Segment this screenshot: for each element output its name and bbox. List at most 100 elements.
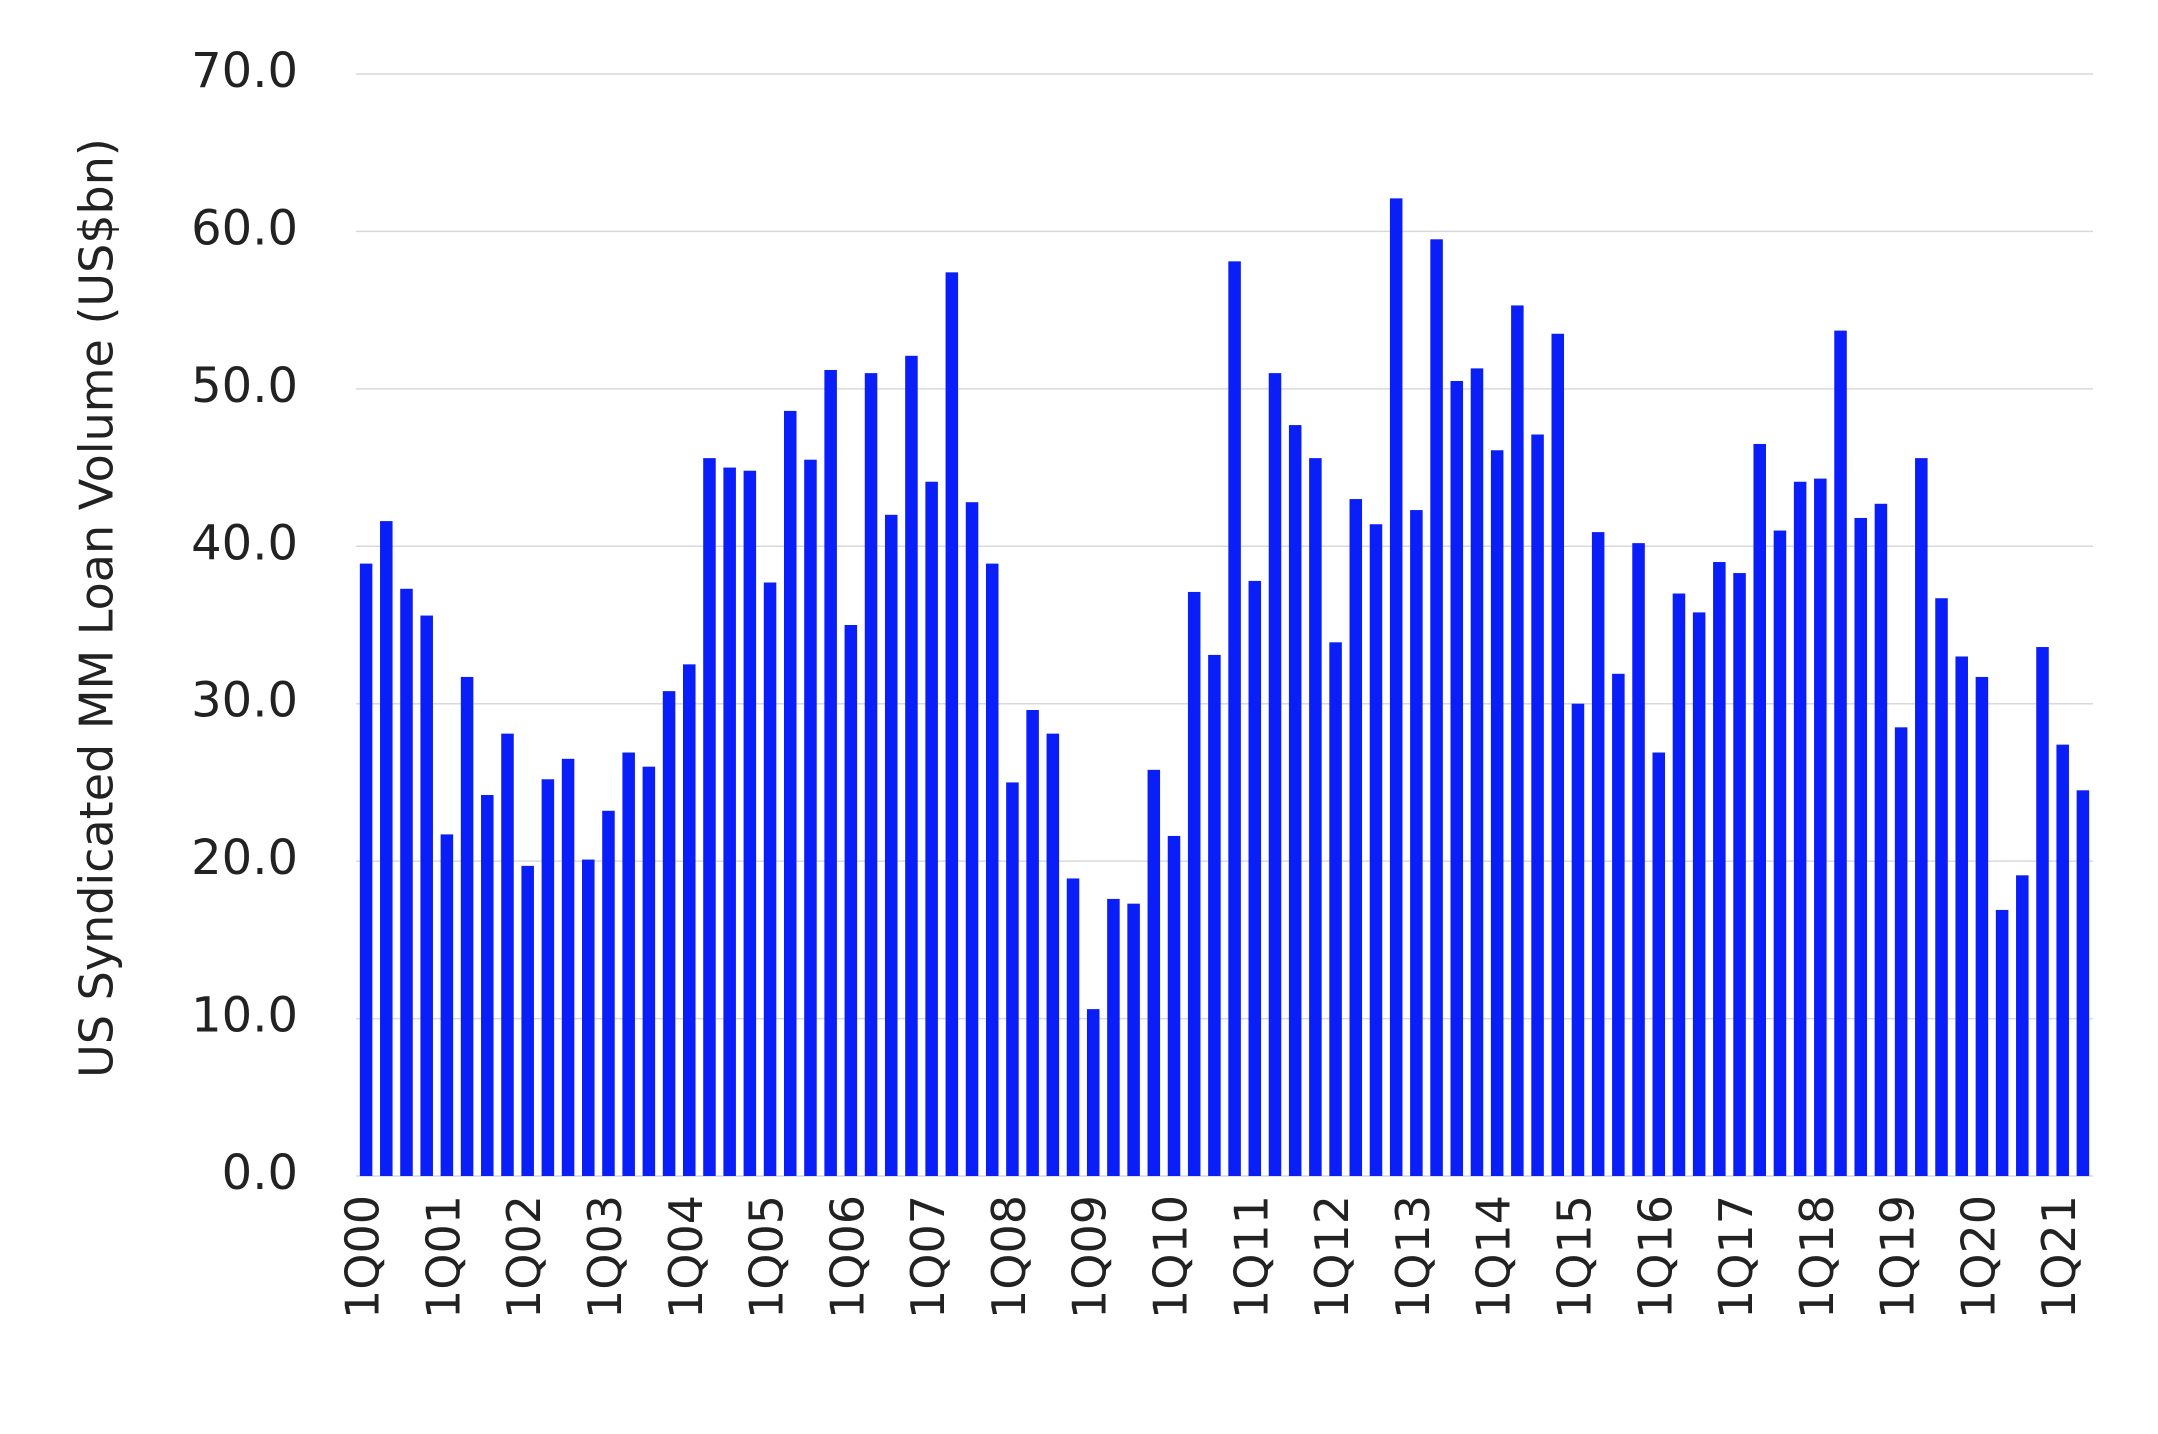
bar (1975, 676, 1989, 1176)
bar (1531, 434, 1544, 1176)
bar (925, 481, 938, 1176)
bar (662, 691, 676, 1176)
bar (642, 766, 656, 1176)
bar (1672, 593, 1686, 1176)
x-tick-label: 1Q01 (416, 1195, 470, 1319)
bar (1410, 510, 1423, 1176)
y-tick-label: 70.0 (191, 43, 298, 99)
bar (420, 615, 433, 1176)
bar (1591, 532, 1605, 1176)
bar (1107, 898, 1120, 1176)
bar (1288, 425, 1302, 1177)
bar (521, 865, 534, 1176)
bar (1430, 239, 1443, 1177)
bar (1894, 727, 1908, 1176)
bar (1854, 517, 1867, 1176)
y-tick-label: 20.0 (191, 830, 298, 886)
bar (1167, 835, 1181, 1176)
bar (683, 664, 696, 1176)
bar (501, 733, 514, 1176)
bar (1834, 330, 1847, 1176)
x-tick-label: 1Q18 (1790, 1195, 1844, 1319)
bar (2036, 647, 2049, 1176)
x-tick-label: 1Q16 (1628, 1195, 1682, 1319)
bar (1066, 878, 1080, 1176)
bar (2016, 875, 2029, 1176)
bar (945, 272, 959, 1176)
bar (1773, 530, 1787, 1176)
bar (905, 355, 918, 1177)
bar (1450, 380, 1464, 1176)
x-tick-label: 1Q06 (820, 1195, 874, 1319)
x-tick-label: 1Q20 (1951, 1195, 2005, 1319)
y-axis-label: US Syndicated MM Loan Volume (US$bn) (70, 138, 124, 1078)
bar (783, 410, 797, 1176)
bar (743, 470, 757, 1177)
bar (1248, 580, 1262, 1176)
bar (703, 458, 716, 1176)
bar (1652, 752, 1666, 1176)
bar (1874, 503, 1888, 1176)
bar (1470, 368, 1484, 1176)
bar (2056, 744, 2069, 1176)
bar (864, 373, 878, 1177)
bar (723, 467, 736, 1177)
bar (1046, 733, 1060, 1176)
x-tick-label: 1Q09 (1063, 1195, 1117, 1319)
bar (1026, 710, 1039, 1176)
bar (400, 588, 413, 1176)
bar (1208, 654, 1221, 1176)
bar (1147, 769, 1161, 1176)
bar (1228, 261, 1241, 1177)
bar (844, 625, 858, 1176)
x-tick-label: 1Q15 (1547, 1195, 1601, 1319)
x-tick-label: 1Q21 (2032, 1195, 2086, 1319)
bar (1187, 591, 1201, 1176)
bar (561, 758, 575, 1176)
bar (380, 521, 393, 1176)
x-tick-label: 1Q04 (659, 1195, 713, 1319)
y-tick-label: 10.0 (191, 988, 298, 1044)
bar (541, 779, 555, 1176)
bar (1389, 198, 1403, 1176)
bar (1753, 443, 1766, 1176)
bar (763, 582, 777, 1176)
x-tick-label: 1Q10 (1144, 1195, 1198, 1319)
x-tick-label: 1Q11 (1224, 1195, 1278, 1319)
bar (804, 459, 817, 1176)
y-tick-label: 60.0 (191, 200, 298, 256)
x-tick-label: 1Q07 (901, 1195, 955, 1319)
x-tick-label: 1Q02 (497, 1195, 551, 1319)
y-tick-label: 40.0 (191, 515, 298, 571)
bar (1511, 305, 1524, 1176)
x-tick-label: 1Q03 (578, 1195, 632, 1319)
bar (1632, 543, 1645, 1176)
x-tick-label: 1Q12 (1305, 1195, 1359, 1319)
bar (1814, 478, 1827, 1176)
bar (965, 502, 979, 1177)
bar (985, 563, 999, 1176)
bar (1793, 481, 1807, 1176)
bar (2076, 790, 2090, 1176)
x-tick-label: 1Q08 (982, 1195, 1036, 1319)
bar (602, 810, 615, 1176)
x-tick-label: 1Q17 (1709, 1195, 1763, 1319)
bar (1915, 458, 1928, 1176)
bar (440, 834, 454, 1176)
bar (1571, 703, 1585, 1176)
bar (824, 369, 837, 1177)
bar (1713, 562, 1726, 1176)
bar (582, 859, 595, 1176)
bar (481, 795, 494, 1176)
bar (1329, 642, 1342, 1176)
x-tick-label: 1Q19 (1871, 1195, 1925, 1319)
x-tick-label: 1Q14 (1467, 1195, 1521, 1319)
bar (1369, 524, 1383, 1176)
bar (1692, 612, 1706, 1176)
bar (1086, 1009, 1100, 1176)
bar (1935, 598, 1948, 1176)
bar (1551, 333, 1565, 1176)
bar (1733, 573, 1746, 1176)
bar (1006, 782, 1019, 1176)
bar (1127, 903, 1140, 1176)
